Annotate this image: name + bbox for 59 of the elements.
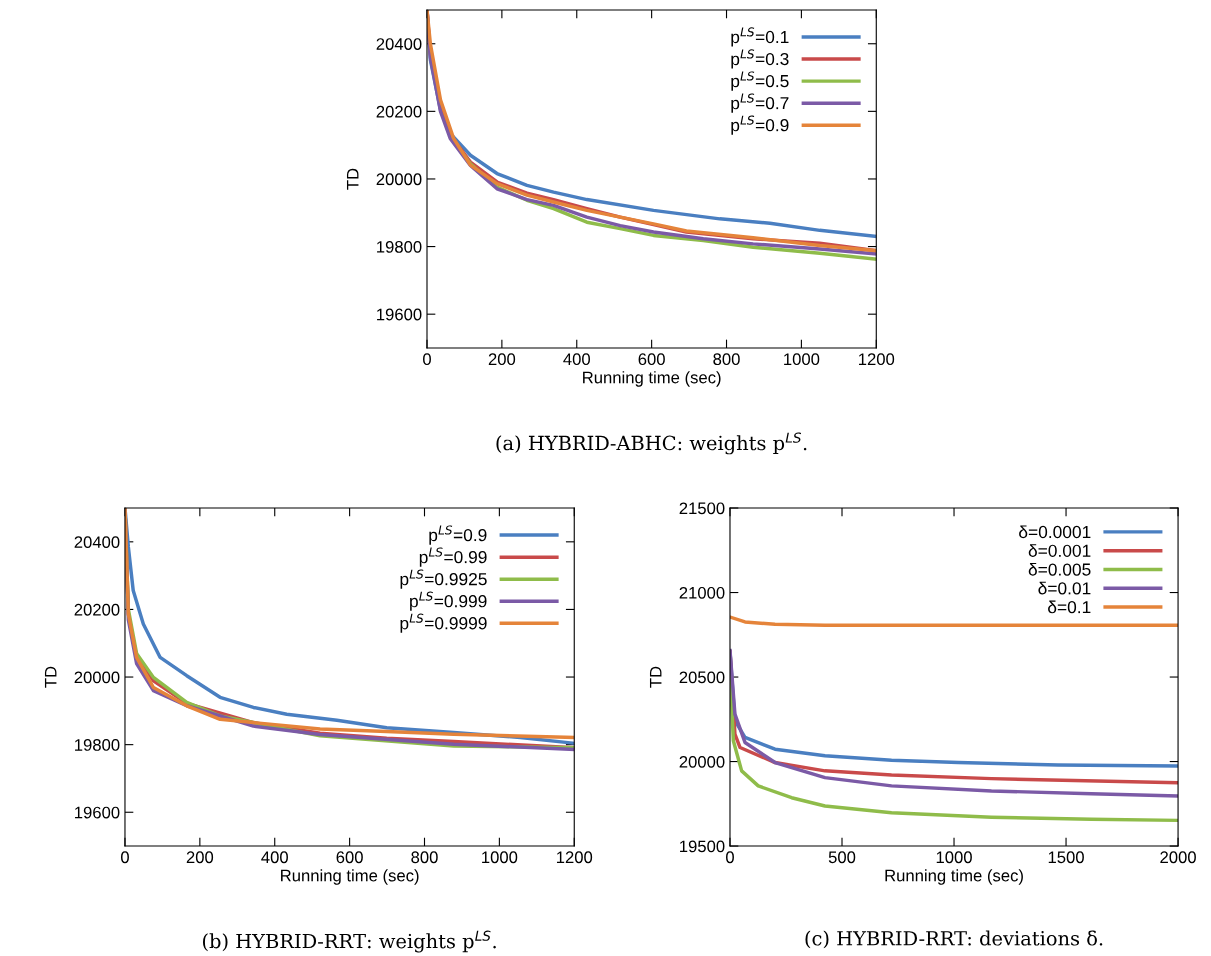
y-tick-label: 20200 <box>74 603 120 616</box>
legend-label: δ=0.01 <box>1038 581 1091 595</box>
legend-label: δ=0.0001 <box>1019 525 1091 539</box>
y-axis-title: TD <box>649 666 662 688</box>
x-tick-label: 1000 <box>784 353 820 366</box>
x-tick-label: 1200 <box>556 851 593 864</box>
text: (c) HYBRID-RRT: deviations δ. <box>805 930 1103 949</box>
x-tick-label: 1000 <box>936 851 972 864</box>
line-series <box>729 615 1179 628</box>
legend-label: p$^{LS}$=0.1 <box>731 27 789 47</box>
x-tick-label: 800 <box>411 851 438 864</box>
x-tick-label: 400 <box>563 353 591 366</box>
legend-label: p$^{LS}$=0.9 <box>731 115 789 135</box>
y-tick-label: 19600 <box>377 308 422 321</box>
legend-label: p$^{LS}$=0.9 <box>429 525 487 545</box>
x-tick-label: 0 <box>423 353 431 366</box>
legend-label: p$^{LS}$=0.5 <box>731 71 789 91</box>
x-axis-title: Running time (sec) <box>583 371 721 387</box>
legend-label: p$^{LS}$=0.3 <box>731 49 789 69</box>
x-tick-label: 600 <box>336 851 363 864</box>
x-tick-label: 500 <box>828 851 856 864</box>
legend-label: p$^{LS}$=0.7 <box>731 93 789 113</box>
y-tick-label: 19800 <box>75 739 120 751</box>
x-tick-label: 1500 <box>1048 851 1084 864</box>
x-axis-title: Running time (sec) <box>281 869 419 885</box>
x-tick-label: 600 <box>638 353 665 366</box>
y-axis-title: TD <box>346 168 359 190</box>
y-tick-label: 20400 <box>74 536 120 549</box>
y-tick-label: 19600 <box>75 806 120 819</box>
x-tick-label: 1000 <box>482 851 518 864</box>
legend-label: p$^{LS}$=0.999 <box>410 591 487 611</box>
x-tick-label: 2000 <box>1160 851 1196 864</box>
text: (b) HYBRID-RRT: weights p$^{LS}$. <box>202 930 496 953</box>
legend-label: p$^{LS}$=0.99 <box>419 547 487 567</box>
y-tick-label: 19500 <box>680 840 725 853</box>
legend-label: p$^{LS}$=0.9999 <box>400 613 487 633</box>
x-axis-title: Running time (sec) <box>885 869 1023 885</box>
x-tick-label: 1200 <box>859 353 895 366</box>
legend-label: δ=0.1 <box>1048 600 1091 614</box>
y-tick-label: 21000 <box>679 586 725 599</box>
legend-label: δ=0.005 <box>1028 562 1091 576</box>
y-tick-label: 20000 <box>679 755 725 768</box>
x-tick-label: 400 <box>261 851 288 864</box>
y-tick-label: 20500 <box>679 671 725 684</box>
y-tick-label: 20400 <box>376 38 422 50</box>
legend-label: δ=0.001 <box>1028 544 1091 557</box>
legend-label: p$^{LS}$=0.9925 <box>400 569 487 589</box>
y-tick-label: 20000 <box>376 173 422 186</box>
x-tick-label: 0 <box>726 851 734 864</box>
y-tick-label: 20200 <box>376 105 422 118</box>
x-tick-label: 800 <box>713 353 740 366</box>
x-tick-label: 200 <box>186 851 214 864</box>
y-axis-title: TD <box>44 666 57 688</box>
x-tick-label: 0 <box>120 851 129 864</box>
x-tick-label: 200 <box>488 353 516 366</box>
text: (a) HYBRID-ABHC: weights p$^{LS}$. <box>496 432 807 455</box>
y-tick-label: 21500 <box>679 502 725 515</box>
y-tick-label: 19800 <box>377 240 422 253</box>
y-tick-label: 20000 <box>74 671 120 684</box>
